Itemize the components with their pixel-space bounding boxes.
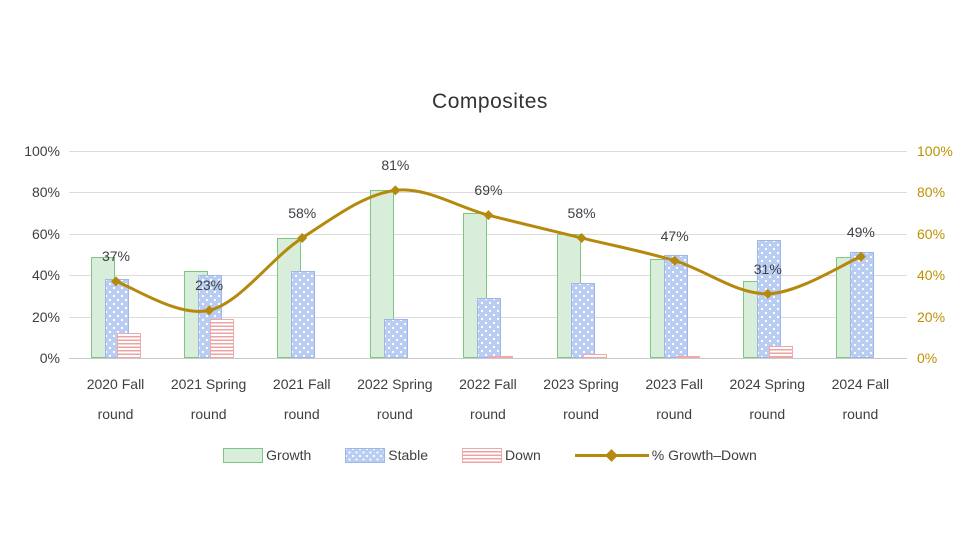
x-axis-label: 2022 Fall — [459, 376, 517, 392]
legend-item-down: Down — [461, 447, 541, 463]
x-axis-label: 2023 Fall — [645, 376, 703, 392]
down-swatch-icon — [461, 447, 502, 463]
bar-stable — [756, 240, 781, 358]
trend-line — [111, 185, 866, 316]
chart-title: Composites — [432, 90, 548, 113]
bar-stable — [477, 297, 502, 358]
trend-line-swatch-icon — [574, 447, 649, 463]
bar-stable — [291, 271, 316, 358]
growth-swatch-icon — [223, 447, 264, 463]
x-axis-label: 2024 Spring — [729, 376, 806, 392]
legend-label-line: % Growth–Down — [651, 447, 757, 463]
legend: Growth Stable Down % Growth–Down — [0, 447, 980, 463]
gridline — [69, 358, 907, 359]
bar-stable — [849, 252, 874, 358]
diamond-marker-icon — [762, 288, 773, 299]
x-axis-label-line2: round — [283, 406, 320, 422]
plot-area: 37% 23% 58% 81% 69% 58% 47% 31% 49% — [69, 151, 907, 359]
bar-down — [768, 345, 793, 358]
x-axis-label-line2: round — [190, 406, 227, 422]
diamond-marker-icon — [204, 305, 215, 316]
y-axis-tick-right: 0% — [917, 350, 938, 366]
line-data-label: 31% — [753, 260, 782, 277]
y-axis-tick-right: 40% — [917, 267, 946, 284]
y-axis-tick-left: 60% — [31, 225, 60, 242]
line-data-label: 49% — [846, 223, 875, 240]
diamond-marker-icon — [669, 255, 680, 266]
x-axis-label-line2: round — [97, 406, 134, 422]
bar-stable — [663, 254, 688, 358]
gridline — [69, 233, 907, 235]
legend-label-growth: Growth — [266, 447, 312, 463]
legend-item-stable: Stable — [345, 447, 428, 463]
stable-swatch-icon — [345, 447, 386, 463]
line-data-label: 69% — [474, 182, 503, 199]
gridline — [69, 275, 907, 277]
y-axis-tick-right: 100% — [917, 143, 953, 159]
x-axis-label-line2: round — [656, 406, 693, 422]
x-axis-label: 2023 Spring — [543, 376, 619, 392]
gridline — [69, 151, 907, 152]
diamond-marker-icon — [390, 185, 401, 196]
y-axis-tick-left: 40% — [31, 267, 60, 284]
diamond-marker-icon — [483, 210, 494, 221]
bar-stable — [570, 283, 595, 358]
x-axis-label: 2021 Fall — [272, 376, 331, 392]
line-data-label: 23% — [195, 277, 224, 294]
diamond-marker-icon — [297, 232, 308, 243]
y-axis-tick-left: 20% — [31, 308, 60, 325]
line-data-label: 58% — [567, 204, 596, 221]
x-axis-label-line2: round — [376, 406, 413, 422]
line-data-label: 81% — [381, 157, 410, 174]
diamond-marker-icon — [111, 276, 121, 287]
legend-label-stable: Stable — [388, 447, 428, 463]
x-axis-label: 2021 Spring — [170, 376, 247, 392]
y-axis-tick-right: 20% — [917, 308, 946, 325]
x-axis-label: 2024 Fall — [831, 376, 890, 392]
bar-down — [582, 353, 607, 358]
legend-item-growth: Growth — [223, 447, 311, 463]
gridline — [69, 192, 907, 194]
bar-down — [489, 355, 514, 358]
line-data-label: 37% — [101, 248, 131, 265]
x-axis-label: 2022 Spring — [357, 376, 433, 392]
y-axis-tick-right: 80% — [917, 184, 946, 201]
x-axis-label-line2: round — [749, 406, 786, 422]
x-axis-label-line2: round — [470, 406, 506, 422]
line-data-label: 47% — [660, 227, 689, 244]
bar-down — [210, 318, 235, 358]
bar-stable — [384, 318, 409, 358]
legend-item-line: % Growth–Down — [574, 447, 757, 463]
y-axis-tick-left: 100% — [24, 143, 60, 159]
y-axis-tick-left: 0% — [39, 350, 60, 366]
y-axis-tick-right: 60% — [917, 225, 946, 242]
diamond-marker-icon — [855, 251, 866, 262]
legend-label-down: Down — [504, 447, 541, 463]
x-axis-label-line2: round — [842, 406, 879, 422]
line-data-label: 58% — [288, 204, 317, 221]
x-axis-label: 2020 Fall — [86, 376, 145, 392]
y-axis-tick-left: 80% — [31, 184, 60, 201]
diamond-marker-icon — [576, 232, 587, 243]
bar-down — [675, 355, 700, 358]
x-axis-label-line2: round — [563, 406, 599, 422]
bar-down — [117, 333, 141, 358]
